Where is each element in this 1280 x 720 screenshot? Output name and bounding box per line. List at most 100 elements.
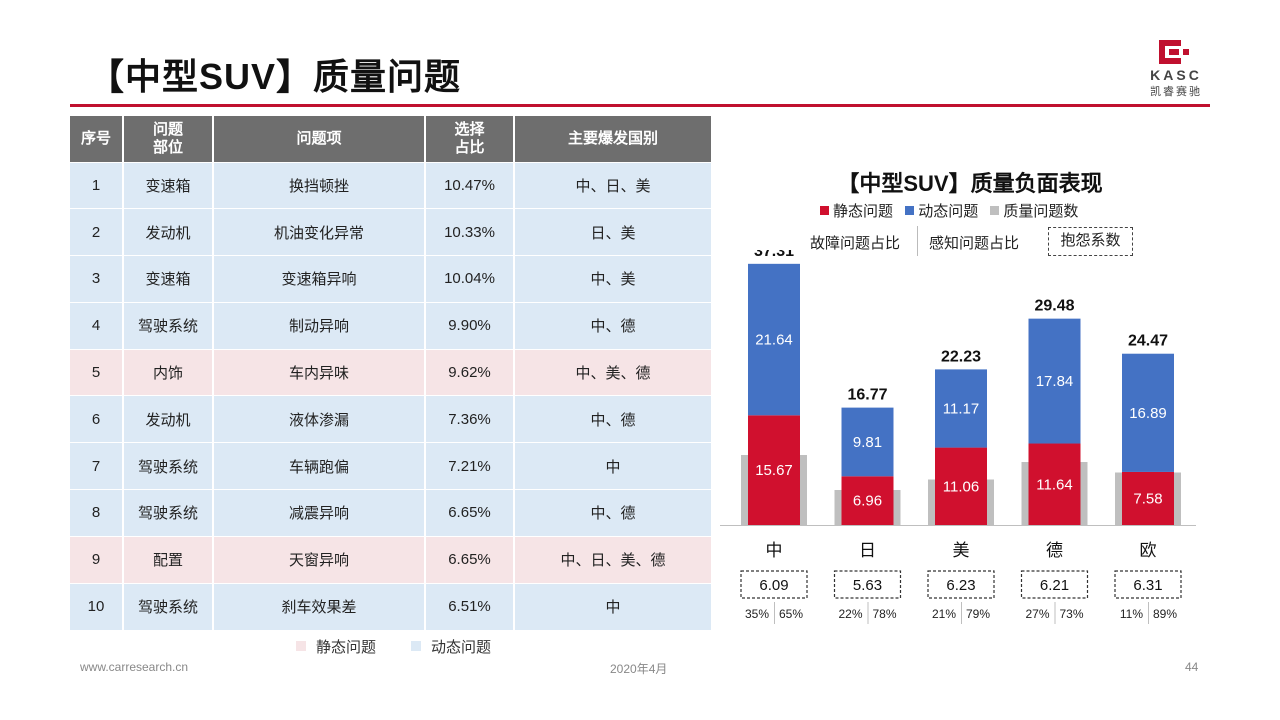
table-row: 7 驾驶系统 车辆跑偏 7.21% 中	[70, 442, 711, 490]
quality-issues-table: 序号 问题 部位 问题项 选择 占比 主要爆发国别 1 变速箱 换挡顿挫 10.47% 中、日、美 2…	[70, 116, 711, 630]
cell-col-part: 发动机	[123, 395, 214, 443]
legend-divider	[917, 226, 918, 256]
cell-col-share: 10.04%	[425, 255, 515, 303]
complaint-index-box	[927, 570, 995, 599]
cell-col-countries: 中、日、美	[514, 161, 711, 209]
logo-name: KASC	[1150, 67, 1202, 83]
cell-col-no: 2	[70, 208, 124, 256]
kasc-logo-icon	[1159, 40, 1189, 64]
logo: KASC 凯睿赛驰	[1140, 36, 1212, 98]
complaint-index-box	[1114, 570, 1182, 599]
header-col-item: 问题项	[213, 116, 426, 162]
cell-col-item: 变速箱异响	[213, 255, 426, 303]
complaint-index-box	[833, 570, 902, 599]
complaint-index-box	[1020, 570, 1089, 599]
category-label: 美	[953, 541, 970, 560]
complaint-index-value: 5.63	[853, 577, 882, 594]
legend-complaint-index: 抱怨系数	[1048, 227, 1133, 256]
logo-subtitle: 凯睿赛驰	[1150, 86, 1202, 98]
table-row: 6 发动机 液体渗漏 7.36% 中、德	[70, 395, 711, 443]
cell-col-share: 9.62%	[425, 348, 515, 396]
static-swatch-icon	[296, 641, 306, 651]
cell-col-countries: 中、德	[514, 301, 711, 350]
static-value-label: 6.96	[853, 493, 882, 510]
total-value-label: 16.77	[847, 387, 887, 404]
cell-col-no: 5	[70, 348, 124, 396]
table-row: 4 驾驶系统 制动异响 9.90% 中、德	[70, 301, 711, 350]
dynamic-bar	[748, 263, 800, 416]
static-value-label: 7.58	[1133, 490, 1162, 507]
legend-item-count: 质量问题数	[990, 203, 1078, 220]
cell-col-share: 10.47%	[425, 161, 515, 209]
dynamic-bar	[841, 407, 894, 477]
cell-col-no: 4	[70, 301, 124, 350]
cell-col-part: 发动机	[123, 208, 214, 256]
header-col-no: 序号	[70, 116, 124, 162]
dynamic-value-label: 17.84	[1036, 373, 1074, 390]
cell-col-share: 7.21%	[425, 442, 515, 490]
category-label: 德	[1046, 541, 1063, 560]
table-row: 5 内饰 车内异味 9.62% 中、美、德	[70, 348, 711, 396]
dynamic-value-label: 16.89	[1129, 405, 1167, 422]
header-col-part: 问题 部位	[123, 116, 214, 162]
page-title: 【中型SUV】质量问题	[88, 56, 462, 97]
title-rule	[70, 104, 1210, 107]
static-value-label: 15.67	[755, 462, 793, 479]
dynamic-value-label: 11.17	[943, 400, 979, 417]
header-col-countries: 主要爆发国别	[514, 116, 711, 162]
cell-col-countries: 中、德	[514, 395, 711, 443]
table-row: 1 变速箱 换挡顿挫 10.47% 中、日、美	[70, 161, 711, 209]
count-legend-icon	[990, 206, 1000, 215]
cell-col-item: 减震异响	[213, 489, 426, 537]
cell-col-part: 变速箱	[123, 255, 214, 303]
fault-share-value: 22%	[838, 607, 862, 621]
page-number: 44	[1185, 660, 1199, 674]
complaint-index-value: 6.09	[759, 577, 788, 594]
cell-col-no: 3	[70, 255, 124, 303]
cell-col-no: 7	[70, 442, 124, 490]
cell-col-item: 换挡顿挫	[213, 161, 426, 209]
dynamic-value-label: 21.64	[755, 332, 793, 349]
total-value-label: 29.48	[1034, 298, 1074, 315]
legend-static-text: 静态问题	[833, 203, 894, 220]
cell-col-countries: 中、美	[514, 255, 711, 303]
perception-share-value: 73%	[1060, 607, 1084, 621]
dynamic-bar	[1122, 353, 1174, 472]
dynamic-bar	[935, 369, 987, 448]
cell-col-no: 9	[70, 535, 124, 584]
legend-item-static: 静态问题	[820, 203, 893, 220]
fault-share-value: 27%	[1025, 607, 1049, 621]
cell-col-share: 6.65%	[425, 489, 515, 537]
cell-col-part: 驾驶系统	[123, 442, 214, 490]
cell-col-countries: 日、美	[514, 208, 711, 256]
legend-dynamic-label: 动态问题	[431, 639, 492, 656]
cell-col-no: 8	[70, 489, 124, 537]
table-row: 3 变速箱 变速箱异响 10.04% 中、美	[70, 255, 711, 303]
cell-col-part: 驾驶系统	[123, 582, 214, 630]
cell-col-share: 6.65%	[425, 535, 515, 584]
perception-share-value: 89%	[1153, 607, 1177, 621]
legend-fault-share: 故障问题占比	[810, 235, 901, 252]
cell-col-share: 7.36%	[425, 395, 515, 443]
cell-col-countries: 中	[514, 582, 711, 630]
cell-col-no: 1	[70, 161, 124, 209]
category-label: 欧	[1140, 541, 1157, 560]
chart-title: 【中型SUV】质量负面表现	[837, 171, 1103, 196]
cell-col-item: 液体渗漏	[213, 395, 426, 443]
stacked-bar-chart: 15.67 21.64 37.31 中 6.09 35% 65% 6.96 9.81 16.77 日…	[720, 250, 1196, 624]
total-value-label: 37.31	[754, 250, 794, 260]
dynamic-bar	[1028, 318, 1081, 444]
table-row: 10 驾驶系统 刹车效果差 6.51% 中	[70, 582, 711, 630]
static-bar	[1122, 471, 1174, 525]
complaint-index-value: 6.31	[1133, 577, 1162, 594]
cell-col-share: 9.90%	[425, 301, 515, 350]
perception-share-value: 78%	[873, 607, 897, 621]
table-row: 8 驾驶系统 减震异响 6.65% 中、德	[70, 489, 711, 537]
fault-share-value: 21%	[932, 607, 956, 621]
complaint-index-value: 6.23	[946, 577, 975, 594]
header-col-share: 选择 占比	[425, 116, 515, 162]
cell-col-item: 天窗异响	[213, 535, 426, 584]
cell-col-part: 内饰	[123, 348, 214, 396]
total-value-label: 24.47	[1128, 333, 1168, 350]
perception-share-value: 79%	[966, 607, 990, 621]
